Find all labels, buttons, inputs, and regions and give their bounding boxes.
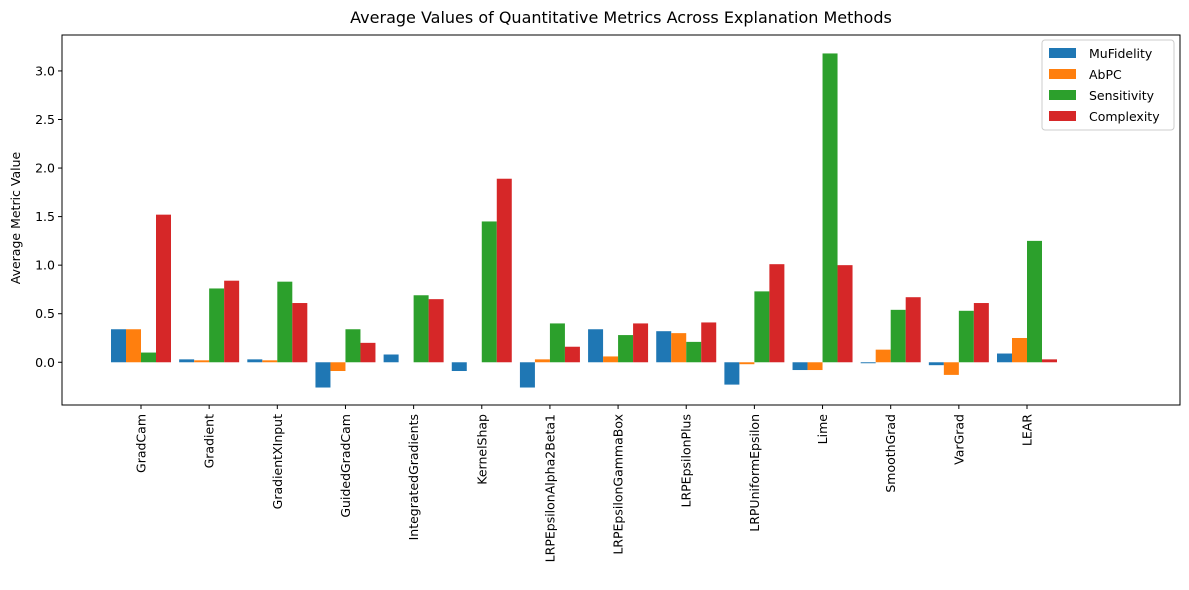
bar-abpc-lear	[1012, 337, 1027, 363]
x-tick-label: GuidedGradCam	[338, 414, 353, 518]
bar-complexity-gradientxinput	[292, 303, 308, 363]
bar-sensitivity-lrpepsilonalpha2beta1	[549, 323, 565, 363]
bar-complexity-lrpepsilonalpha2beta1	[564, 346, 580, 363]
y-tick-label: 1.0	[35, 258, 55, 273]
bar-sensitivity-lrpuniformepsilon	[754, 291, 770, 363]
bar-sensitivity-lear	[1027, 240, 1042, 363]
x-tick-label: GradientXInput	[270, 414, 285, 509]
legend-label-mufidelity: MuFidelity	[1089, 46, 1153, 61]
y-tick-label: 2.5	[35, 112, 55, 127]
axes-layer: 0.0 0.5 1.0 1.5 2.0 2.5 3.0 GradCam Gradient Grad…	[35, 34, 1181, 562]
x-tick-label: VarGrad	[951, 414, 966, 465]
legend-swatch-mufidelity	[1049, 48, 1076, 58]
y-tick-label: 1.5	[35, 209, 55, 224]
legend-frame	[1041, 39, 1175, 131]
x-tick-label: LRPEpsilonGammaBox	[611, 414, 626, 555]
bars-layer	[111, 53, 1057, 388]
bar-mufidelity-vargrad	[928, 362, 944, 366]
legend-swatch-sensitivity	[1049, 90, 1076, 100]
legend-swatch-abpc	[1049, 69, 1076, 79]
bar-abpc-gradientxinput	[262, 360, 278, 363]
bar-abpc-lime	[807, 362, 823, 371]
legend-swatch-complexity	[1049, 111, 1076, 121]
bar-complexity-lrpepsilonplus	[701, 322, 717, 363]
bar-sensitivity-lrpepsilongammabox	[618, 335, 634, 363]
bar-mufidelity-lrpepsilongammabox	[588, 329, 604, 363]
x-tick-label: LEAR	[1020, 414, 1035, 446]
bar-abpc-lrpepsilongammabox	[603, 356, 619, 363]
bar-sensitivity-lime	[822, 53, 838, 363]
bar-mufidelity-gradient	[179, 359, 195, 363]
chart-title: Average Values of Quantitative Metrics A…	[350, 8, 892, 27]
bar-sensitivity-kernelshap	[481, 221, 497, 363]
legend-label-complexity: Complexity	[1089, 109, 1160, 124]
bar-sensitivity-guidedgradcam	[345, 329, 361, 363]
bar-mufidelity-integratedgradients	[383, 354, 399, 363]
x-tick-label: Gradient	[202, 414, 217, 469]
bar-abpc-gradient	[194, 360, 210, 363]
bar-sensitivity-gradientxinput	[277, 281, 293, 363]
legend-label-abpc: AbPC	[1089, 67, 1122, 82]
x-tick-label: KernelShap	[474, 414, 489, 485]
x-tick-label: GradCam	[134, 414, 149, 473]
y-tick-label: 2.0	[35, 161, 55, 176]
bar-sensitivity-gradcam	[141, 352, 156, 363]
bar-complexity-lime	[837, 265, 853, 363]
legend: MuFidelity AbPC Sensitivity Complexity	[1041, 39, 1175, 131]
y-tick-label: 0.5	[35, 306, 55, 321]
bar-sensitivity-gradient	[209, 288, 225, 363]
y-tick-label: 0.0	[35, 355, 55, 370]
bar-mufidelity-gradientxinput	[247, 359, 263, 363]
bar-complexity-integratedgradients	[428, 299, 444, 363]
bar-abpc-vargrad	[943, 362, 959, 375]
bar-sensitivity-lrpepsilonplus	[686, 341, 702, 363]
bar-abpc-lrpuniformepsilon	[739, 362, 755, 365]
x-tick-label: Lime	[815, 414, 830, 445]
bar-mufidelity-smoothgrad	[860, 362, 876, 364]
bar-mufidelity-lrpepsilonplus	[656, 331, 672, 363]
bar-abpc-guidedgradcam	[330, 362, 346, 372]
bar-complexity-guidedgradcam	[360, 342, 376, 363]
x-tick-label: IntegratedGradients	[406, 414, 421, 540]
bar-mufidelity-guidedgradcam	[315, 362, 331, 388]
bar-mufidelity-gradcam	[111, 329, 126, 363]
bar-complexity-smoothgrad	[905, 297, 921, 363]
bar-complexity-lrpepsilongammabox	[633, 323, 649, 363]
legend-label-sensitivity: Sensitivity	[1089, 88, 1155, 103]
x-tick-label: SmoothGrad	[883, 414, 898, 493]
plot-frame	[61, 34, 1181, 406]
bar-complexity-lrpuniformepsilon	[769, 264, 785, 363]
bar-complexity-vargrad	[973, 303, 989, 363]
bar-mufidelity-lear	[997, 353, 1012, 363]
bar-sensitivity-vargrad	[958, 310, 974, 363]
bar-abpc-lrpepsilonalpha2beta1	[534, 359, 550, 363]
bar-abpc-smoothgrad	[875, 349, 891, 363]
bar-complexity-gradcam	[156, 214, 171, 363]
bar-abpc-gradcam	[126, 329, 141, 363]
bar-mufidelity-kernelshap	[451, 362, 467, 372]
bar-abpc-lrpepsilonplus	[671, 333, 687, 363]
bar-mufidelity-lrpepsilonalpha2beta1	[519, 362, 535, 388]
x-tick-label: LRPEpsilonPlus	[679, 414, 694, 508]
y-axis-label: Average Metric Value	[8, 151, 23, 284]
bar-complexity-kernelshap	[496, 178, 512, 363]
x-tick-label: LRPUniformEpsilon	[747, 414, 762, 532]
bar-sensitivity-smoothgrad	[890, 309, 906, 363]
bar-mufidelity-lrpuniformepsilon	[724, 362, 740, 385]
bar-sensitivity-integratedgradients	[413, 295, 429, 363]
y-tick-label: 3.0	[35, 63, 55, 78]
bar-complexity-lear	[1042, 359, 1057, 363]
bar-mufidelity-lime	[792, 362, 808, 371]
x-tick-label: LRPEpsilonAlpha2Beta1	[542, 414, 557, 562]
bar-complexity-gradient	[224, 280, 240, 363]
